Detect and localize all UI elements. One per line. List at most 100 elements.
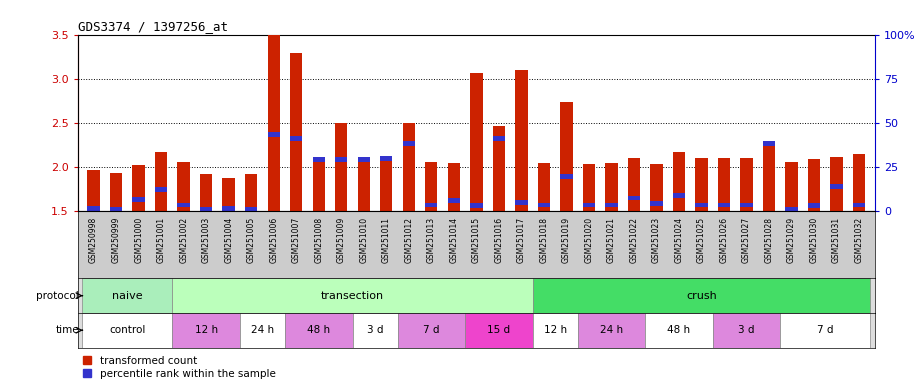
Text: 15 d: 15 d <box>487 325 510 335</box>
Text: GSM251011: GSM251011 <box>382 217 391 263</box>
Bar <box>718 158 730 211</box>
Bar <box>245 207 257 212</box>
Text: GSM251024: GSM251024 <box>674 217 683 263</box>
Text: GSM251018: GSM251018 <box>540 217 549 263</box>
Bar <box>650 164 662 211</box>
Bar <box>672 152 685 211</box>
Bar <box>740 203 753 207</box>
Text: GSM251021: GSM251021 <box>607 217 616 263</box>
Bar <box>538 203 550 207</box>
Text: 7 d: 7 d <box>817 325 834 335</box>
Text: GSM251000: GSM251000 <box>134 217 143 263</box>
Text: GSM251010: GSM251010 <box>359 217 368 263</box>
Bar <box>353 313 398 348</box>
Text: GSM251020: GSM251020 <box>584 217 594 263</box>
Text: GSM251017: GSM251017 <box>517 217 526 263</box>
Bar <box>448 163 460 211</box>
Bar <box>740 158 753 211</box>
Text: time: time <box>55 325 79 335</box>
Bar <box>645 313 713 348</box>
Text: GSM251001: GSM251001 <box>157 217 166 263</box>
Bar <box>82 313 172 348</box>
Bar <box>532 313 578 348</box>
Text: GSM251016: GSM251016 <box>495 217 503 263</box>
Bar <box>493 126 505 211</box>
Text: GSM251012: GSM251012 <box>404 217 413 263</box>
Bar <box>538 163 550 211</box>
Bar <box>470 73 483 211</box>
Text: GSM251005: GSM251005 <box>246 217 256 263</box>
Bar <box>133 165 145 211</box>
Text: GSM251015: GSM251015 <box>472 217 481 263</box>
Bar <box>853 154 866 211</box>
Bar <box>561 174 572 179</box>
Text: 12 h: 12 h <box>543 325 567 335</box>
Bar <box>285 313 353 348</box>
Bar <box>380 156 392 161</box>
Bar <box>312 157 325 162</box>
Bar <box>267 132 280 137</box>
Bar <box>578 313 645 348</box>
Bar <box>561 102 572 211</box>
Text: 3 d: 3 d <box>366 325 383 335</box>
Text: GSM251006: GSM251006 <box>269 217 278 263</box>
Text: GSM251004: GSM251004 <box>224 217 234 263</box>
Bar <box>515 200 528 205</box>
Bar <box>200 207 213 212</box>
Text: GSM251008: GSM251008 <box>314 217 323 263</box>
Text: GSM251029: GSM251029 <box>787 217 796 263</box>
Bar <box>172 278 532 313</box>
Text: 7 d: 7 d <box>423 325 440 335</box>
Text: 48 h: 48 h <box>307 325 331 335</box>
Text: GSM251019: GSM251019 <box>562 217 571 263</box>
Bar <box>465 313 532 348</box>
Bar <box>808 159 820 211</box>
Bar <box>403 123 415 211</box>
Bar <box>133 197 145 202</box>
Text: GSM251028: GSM251028 <box>765 217 773 263</box>
Text: 24 h: 24 h <box>600 325 623 335</box>
Bar <box>695 203 708 207</box>
Bar <box>155 187 168 192</box>
Bar <box>785 162 798 211</box>
Bar <box>172 313 240 348</box>
Text: GSM251007: GSM251007 <box>291 217 300 263</box>
Text: GSM251014: GSM251014 <box>450 217 458 263</box>
Bar <box>713 313 780 348</box>
Legend: transformed count, percentile rank within the sample: transformed count, percentile rank withi… <box>83 356 276 379</box>
Text: GDS3374 / 1397256_at: GDS3374 / 1397256_at <box>78 20 228 33</box>
Bar <box>290 53 302 211</box>
Text: 12 h: 12 h <box>194 325 218 335</box>
Bar <box>853 203 866 207</box>
Bar <box>605 203 617 207</box>
Bar <box>245 174 257 211</box>
Bar <box>830 157 843 211</box>
Bar <box>470 204 483 209</box>
Bar <box>780 313 870 348</box>
Text: GSM250999: GSM250999 <box>112 217 121 263</box>
Bar <box>200 174 213 211</box>
Bar <box>87 170 100 211</box>
Bar <box>583 203 595 207</box>
Bar <box>380 157 392 211</box>
Bar <box>403 141 415 146</box>
Bar <box>398 313 465 348</box>
Bar <box>425 162 438 211</box>
Text: 3 d: 3 d <box>738 325 755 335</box>
Text: protocol: protocol <box>37 291 79 301</box>
Text: GSM251023: GSM251023 <box>652 217 661 263</box>
Text: GSM251009: GSM251009 <box>337 217 345 263</box>
Text: GSM251003: GSM251003 <box>202 217 211 263</box>
Bar <box>335 123 347 211</box>
Bar <box>267 35 280 211</box>
Bar <box>532 278 870 313</box>
Text: transection: transection <box>321 291 384 301</box>
Bar <box>425 203 438 207</box>
Text: GSM251025: GSM251025 <box>697 217 706 263</box>
Bar <box>763 141 775 146</box>
Text: GSM251022: GSM251022 <box>629 217 638 263</box>
Bar <box>223 178 234 211</box>
Bar <box>650 201 662 206</box>
Bar <box>718 203 730 207</box>
Bar <box>240 313 285 348</box>
